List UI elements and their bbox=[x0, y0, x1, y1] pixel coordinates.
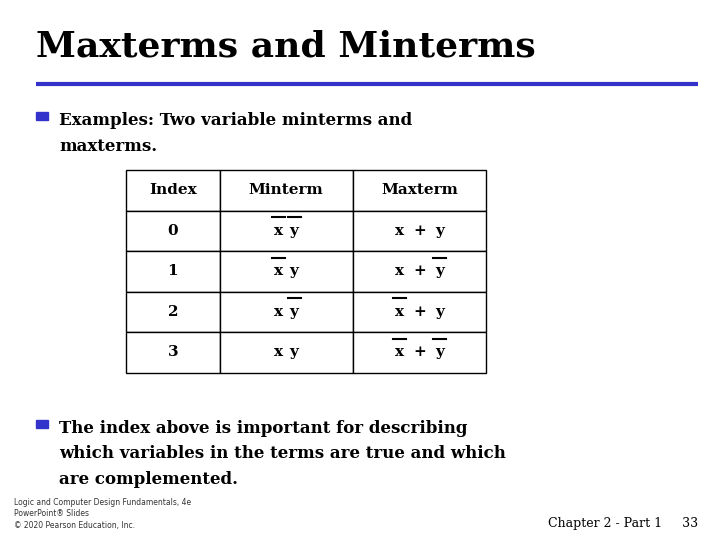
Text: x: x bbox=[395, 305, 404, 319]
Text: x: x bbox=[395, 224, 404, 238]
Text: +: + bbox=[413, 305, 426, 319]
Bar bbox=[220, 211, 353, 251]
Text: x: x bbox=[395, 346, 404, 359]
Text: 2: 2 bbox=[168, 305, 178, 319]
Text: +: + bbox=[413, 346, 426, 359]
Text: y: y bbox=[435, 346, 444, 359]
Bar bbox=[220, 251, 353, 292]
Bar bbox=[220, 170, 353, 211]
Text: Maxterm: Maxterm bbox=[381, 184, 458, 197]
Text: y: y bbox=[435, 224, 444, 238]
Text: y: y bbox=[289, 265, 299, 278]
Text: x: x bbox=[274, 265, 283, 278]
Text: x: x bbox=[274, 346, 283, 359]
Text: y: y bbox=[289, 224, 299, 238]
Bar bbox=[353, 251, 486, 292]
Bar bbox=[126, 211, 220, 251]
Text: Maxterms and Minterms: Maxterms and Minterms bbox=[36, 30, 536, 64]
Bar bbox=[353, 292, 486, 332]
Text: Minterm: Minterm bbox=[249, 184, 323, 197]
Text: The index above is important for describing: The index above is important for describ… bbox=[59, 420, 467, 436]
Text: x: x bbox=[395, 265, 404, 278]
Bar bbox=[220, 292, 353, 332]
Bar bbox=[353, 211, 486, 251]
Text: maxterms.: maxterms. bbox=[59, 138, 157, 154]
Bar bbox=[126, 251, 220, 292]
Text: 0: 0 bbox=[168, 224, 178, 238]
Text: Chapter 2 - Part 1     33: Chapter 2 - Part 1 33 bbox=[548, 517, 698, 530]
Text: +: + bbox=[413, 265, 426, 278]
Bar bbox=[36, 112, 48, 120]
Bar bbox=[126, 332, 220, 373]
Bar bbox=[353, 170, 486, 211]
Text: y: y bbox=[435, 265, 444, 278]
Text: are complemented.: are complemented. bbox=[59, 471, 238, 488]
Bar bbox=[36, 420, 48, 428]
Text: x: x bbox=[274, 305, 283, 319]
Text: Logic and Computer Design Fundamentals, 4e
PowerPoint® Slides
© 2020 Pearson Edu: Logic and Computer Design Fundamentals, … bbox=[14, 498, 192, 530]
Text: Examples: Two variable minterms and: Examples: Two variable minterms and bbox=[59, 112, 413, 129]
Text: 3: 3 bbox=[168, 346, 178, 359]
Bar bbox=[220, 332, 353, 373]
Text: x: x bbox=[274, 224, 283, 238]
Text: Index: Index bbox=[149, 184, 197, 197]
Text: y: y bbox=[289, 346, 299, 359]
Bar bbox=[126, 170, 220, 211]
Text: y: y bbox=[289, 305, 299, 319]
Bar bbox=[126, 292, 220, 332]
Text: +: + bbox=[413, 224, 426, 238]
Bar bbox=[353, 332, 486, 373]
Text: y: y bbox=[435, 305, 444, 319]
Text: 1: 1 bbox=[168, 265, 178, 278]
Text: which variables in the terms are true and which: which variables in the terms are true an… bbox=[59, 446, 506, 462]
